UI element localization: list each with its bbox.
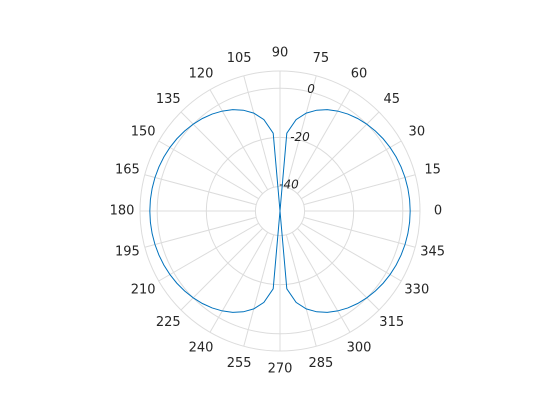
theta-tick-label: 225 <box>156 315 181 330</box>
r-grid-circle <box>156 87 404 335</box>
theta-grid-line <box>301 222 402 282</box>
theta-tick-label: 345 <box>420 244 445 259</box>
outer-circle <box>139 70 421 352</box>
r-grid-circle <box>205 136 355 286</box>
theta-tick-label: 120 <box>189 67 214 82</box>
theta-tick-label: 165 <box>115 163 140 178</box>
theta-tick-label: 285 <box>308 356 333 371</box>
theta-tick-label: 300 <box>347 340 372 355</box>
theta-tick-label: 240 <box>189 340 214 355</box>
theta-grid-line <box>158 140 259 200</box>
pattern-line <box>149 109 411 313</box>
r-tick-label: 0 <box>307 82 315 96</box>
r-grid-circle <box>254 185 306 237</box>
theta-tick-label: 105 <box>227 51 252 66</box>
theta-grid-line <box>158 222 259 282</box>
theta-tick-label: 195 <box>115 244 140 259</box>
theta-grid-line <box>297 111 380 194</box>
theta-grid-line <box>301 140 402 200</box>
theta-tick-label: 45 <box>383 92 400 107</box>
theta-grid-line <box>291 89 351 190</box>
r-tick-label: -40 <box>279 178 299 192</box>
r-tick-label: -20 <box>290 130 310 144</box>
theta-tick-label: 150 <box>131 125 156 140</box>
theta-grid-line <box>285 75 317 188</box>
theta-grid-line <box>180 228 263 311</box>
theta-tick-label: 60 <box>351 67 368 82</box>
theta-grid-line <box>243 234 275 347</box>
theta-tick-label: 75 <box>313 51 330 66</box>
theta-tick-label: 30 <box>409 125 426 140</box>
theta-grid-line <box>285 234 317 347</box>
theta-grid-line <box>303 174 416 206</box>
theta-tick-label: 135 <box>156 92 181 107</box>
theta-grid-line <box>303 216 416 248</box>
theta-tick-label: 270 <box>268 362 293 377</box>
theta-grid-line <box>209 232 269 333</box>
theta-tick-label: 180 <box>110 204 135 219</box>
theta-grid-line <box>144 174 257 206</box>
theta-tick-label: 210 <box>131 283 156 298</box>
theta-grid-line <box>180 111 263 194</box>
theta-tick-label: 90 <box>272 46 289 61</box>
theta-tick-label: 330 <box>404 283 429 298</box>
theta-tick-label: 15 <box>424 163 441 178</box>
theta-tick-label: 255 <box>227 356 252 371</box>
theta-grid-line <box>243 75 275 188</box>
theta-grid-line <box>144 216 257 248</box>
theta-tick-label: 0 <box>434 204 442 219</box>
theta-tick-label: 315 <box>379 315 404 330</box>
theta-grid-line <box>297 228 380 311</box>
theta-grid-line <box>291 232 351 333</box>
theta-grid-line <box>209 89 269 190</box>
